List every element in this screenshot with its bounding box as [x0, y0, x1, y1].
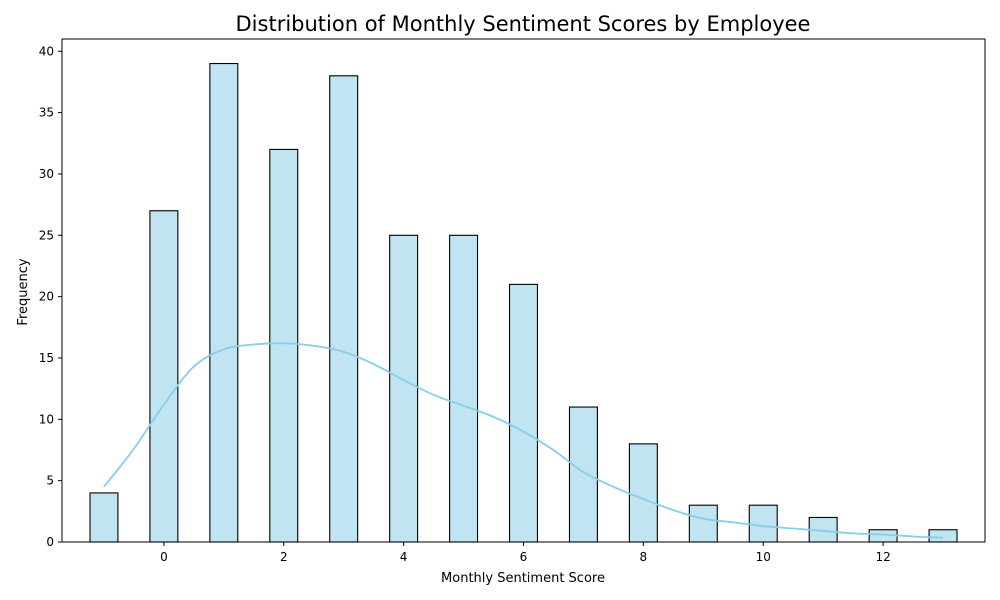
x-tick-label: 12 — [875, 550, 890, 564]
histogram-bar — [449, 234, 479, 543]
histogram-bar — [748, 504, 778, 543]
y-tick-label: 20 — [39, 290, 54, 304]
y-tick-label: 10 — [39, 412, 54, 426]
x-tick-label: 6 — [520, 550, 528, 564]
histogram-bar — [389, 234, 419, 543]
histogram-bar — [209, 62, 239, 543]
histogram-bar — [89, 492, 119, 543]
x-tick-label: 2 — [280, 550, 288, 564]
histogram-bar — [568, 406, 598, 543]
y-tick-label: 30 — [39, 167, 54, 181]
x-tick-label: 0 — [160, 550, 168, 564]
histogram-bar — [688, 504, 718, 543]
chart-title: Distribution of Monthly Sentiment Scores… — [236, 12, 811, 36]
x-axis-ticks: 0 2 4 6 8 10 12 — [160, 542, 891, 564]
histogram-bar — [329, 75, 359, 543]
y-tick-label: 0 — [46, 535, 54, 549]
y-tick-label: 5 — [46, 474, 54, 488]
x-tick-label: 8 — [640, 550, 648, 564]
kde-curve — [103, 342, 944, 539]
y-axis-label: Frequency — [16, 258, 31, 325]
y-tick-label: 35 — [39, 106, 54, 120]
y-tick-label: 25 — [39, 228, 54, 242]
histogram-bar — [149, 210, 179, 543]
histogram-bar — [628, 443, 658, 543]
histogram-bar — [928, 529, 958, 543]
histogram-bar — [269, 148, 299, 543]
x-tick-label: 10 — [756, 550, 771, 564]
bars — [89, 62, 958, 543]
x-axis-label: Monthly Sentiment Score — [441, 571, 605, 586]
y-tick-label: 15 — [39, 351, 54, 365]
x-tick-label: 4 — [400, 550, 408, 564]
histogram-bar — [508, 283, 539, 543]
y-axis-ticks: 0 5 10 15 20 25 30 35 40 — [39, 44, 62, 549]
y-tick-label: 40 — [39, 44, 54, 58]
